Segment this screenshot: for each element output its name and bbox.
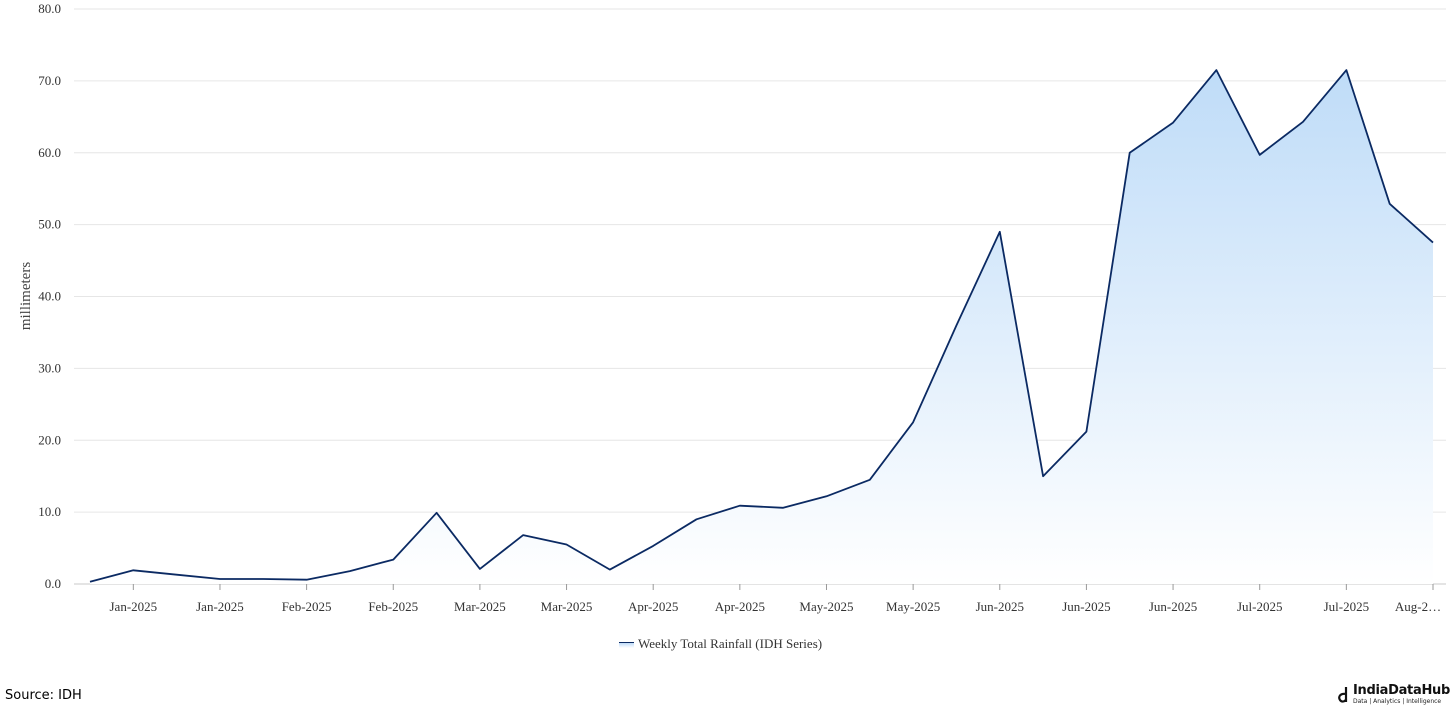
data-point[interactable] [129, 566, 137, 574]
y-axis-title: millimeters [18, 262, 34, 330]
x-tick-label: Apr-2025 [628, 599, 678, 614]
source-note: Source: IDH [5, 688, 82, 703]
data-point[interactable] [519, 531, 527, 539]
data-point[interactable] [953, 321, 961, 329]
data-point[interactable] [866, 476, 874, 484]
data-point[interactable] [563, 541, 571, 549]
data-point[interactable] [1299, 118, 1307, 126]
x-tick-label: Jan-2025 [196, 599, 244, 614]
data-point[interactable] [1386, 200, 1394, 208]
x-tick-label: Jan-2025 [109, 599, 157, 614]
x-tick-label: Jun-2025 [976, 599, 1024, 614]
data-point[interactable] [389, 556, 397, 564]
x-axis: Jan-2025 Jan-2025 Feb-2025 Feb-2025 Mar-2025… [109, 584, 1441, 614]
data-point[interactable] [823, 492, 831, 500]
y-tick-label: 10.0 [38, 504, 61, 519]
y-tick-label: 20.0 [38, 432, 61, 447]
data-point[interactable] [86, 578, 94, 586]
y-tick-label: 0.0 [45, 576, 61, 591]
x-tick-label: Jul-2025 [1237, 599, 1283, 614]
x-tick-label: Mar-2025 [541, 599, 593, 614]
data-point[interactable] [606, 566, 614, 574]
data-point[interactable] [476, 565, 484, 573]
y-tick-label: 50.0 [38, 217, 61, 232]
x-tick-label: Apr-2025 [715, 599, 765, 614]
grid-lines [74, 8, 1446, 585]
data-point[interactable] [1039, 472, 1047, 480]
x-tick-label: Feb-2025 [368, 599, 418, 614]
data-point[interactable] [996, 228, 1004, 236]
data-point[interactable] [1082, 428, 1090, 436]
x-tick-label: Feb-2025 [282, 599, 332, 614]
data-point[interactable] [346, 567, 354, 575]
series-area [86, 66, 1437, 586]
legend-swatch-fill [619, 643, 634, 648]
y-tick-label: 60.0 [38, 145, 61, 160]
legend-label: Weekly Total Rainfall (IDH Series) [638, 636, 822, 651]
x-tick-label: Mar-2025 [454, 599, 506, 614]
data-point[interactable] [1342, 66, 1350, 74]
data-point[interactable] [433, 509, 441, 517]
series-line[interactable] [89, 69, 1434, 583]
data-point[interactable] [1256, 151, 1264, 159]
data-point[interactable] [1429, 239, 1437, 247]
y-tick-label: 30.0 [38, 360, 61, 375]
data-point[interactable] [736, 502, 744, 510]
y-tick-label: 80.0 [38, 1, 61, 16]
brand-name: IndiaDataHub [1352, 683, 1450, 698]
area-fill [90, 70, 1433, 585]
brand-block: IndiaDataHub Data | Analytics | Intellig… [1337, 684, 1450, 705]
x-tick-label: Jul-2025 [1324, 599, 1370, 614]
d-logo-icon [1338, 686, 1348, 703]
y-tick-label: 70.0 [38, 73, 61, 88]
data-point[interactable] [216, 575, 224, 583]
data-point[interactable] [1126, 149, 1134, 157]
x-tick-label: Aug-2… [1395, 599, 1441, 614]
data-point[interactable] [173, 571, 181, 579]
y-axis: 0.0 10.0 20.0 30.0 40.0 50.0 60.0 70.0 80.0 [38, 1, 61, 591]
data-point[interactable] [779, 504, 787, 512]
legend[interactable]: Weekly Total Rainfall (IDH Series) [619, 636, 822, 651]
data-point[interactable] [259, 575, 267, 583]
data-point[interactable] [649, 542, 657, 550]
data-point[interactable] [303, 576, 311, 584]
data-point[interactable] [693, 515, 701, 523]
data-point[interactable] [909, 418, 917, 426]
y-tick-label: 40.0 [38, 289, 61, 304]
x-tick-label: Jun-2025 [1062, 599, 1110, 614]
data-point[interactable] [1169, 119, 1177, 127]
x-tick-label: Jun-2025 [1149, 599, 1197, 614]
brand-tagline: Data | Analytics | Intelligence [1352, 698, 1442, 705]
data-point[interactable] [1212, 66, 1220, 74]
x-tick-label: May-2025 [799, 599, 853, 614]
x-tick-label: May-2025 [886, 599, 940, 614]
